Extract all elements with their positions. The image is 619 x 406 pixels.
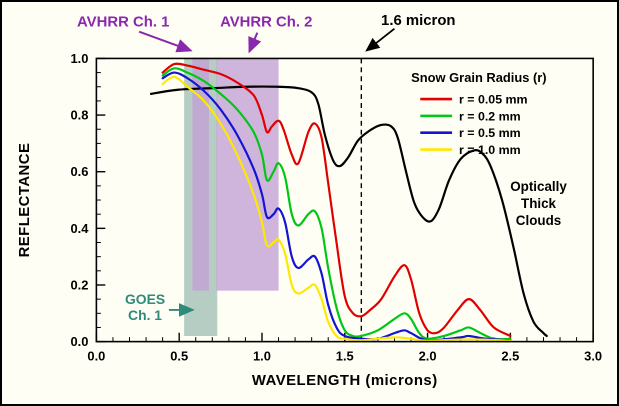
- micron-16-arrow: [365, 28, 395, 52]
- x-tick-label: 1.5: [336, 348, 354, 363]
- avhrr-ch2-arrow: [248, 32, 262, 54]
- x-tick-label: 2.5: [501, 348, 519, 363]
- svg-text:Ch. 1: Ch. 1: [128, 307, 162, 323]
- svg-text:Thick: Thick: [521, 196, 557, 211]
- y-tick-label: 0.4: [71, 221, 90, 236]
- svg-text:Clouds: Clouds: [516, 213, 561, 228]
- legend-entry-label: r = 0.5 mm: [459, 126, 521, 140]
- svg-text:Optically: Optically: [510, 179, 567, 194]
- avhrr-ch1-band: [192, 58, 209, 291]
- legend-entry-label: r = 0.05 mm: [459, 93, 528, 107]
- svg-text:GOES: GOES: [125, 291, 165, 307]
- data-curves: [149, 62, 548, 342]
- curve-r-0-2-mm: [161, 67, 512, 341]
- curve-r-1-0-mm: [161, 75, 512, 342]
- legend: Snow Grain Radius (r) r = 0.05 mm r = 0.2…: [411, 70, 546, 157]
- y-tick-label: 0.2: [71, 277, 89, 292]
- x-axis-title: WAVELENGTH (microns): [252, 373, 438, 389]
- curve-r-0-5-mm: [161, 71, 512, 342]
- avhrr-ch1-label: AVHRR Ch. 1: [77, 15, 169, 31]
- avhrr-ch2-label: AVHRR Ch. 2: [220, 15, 312, 31]
- y-tick-label: 0.0: [71, 334, 89, 349]
- spectral-bands: [184, 58, 279, 336]
- legend-entries: r = 0.05 mm r = 0.2 mm r = 0.5 mm r = 1.0 m…: [420, 93, 528, 157]
- goes-ch1-label: GOES Ch. 1: [125, 291, 165, 323]
- y-tick-label: 1.0: [71, 51, 89, 66]
- legend-title: Snow Grain Radius (r): [411, 70, 546, 85]
- legend-entry-label: r = 0.2 mm: [459, 109, 521, 123]
- x-tick-label: 0.0: [87, 348, 105, 363]
- avhrr-ch1-arrow: [138, 30, 193, 53]
- plot-frame: [95, 57, 594, 343]
- curve-optically-thick-clouds: [149, 85, 548, 338]
- x-tick-label: 1.0: [253, 348, 271, 363]
- y-axis-title: REFLECTANCE: [17, 143, 33, 258]
- clouds-label: Optically Thick Clouds: [510, 179, 567, 228]
- avhrr-ch2-band: [216, 58, 279, 291]
- curve-r-0-05-mm: [161, 62, 512, 338]
- y-tick-label: 0.6: [71, 164, 89, 179]
- x-tick-label: 0.5: [170, 348, 188, 363]
- x-tick-label: 2.0: [419, 348, 437, 363]
- y-tick-label: 0.8: [71, 108, 89, 123]
- legend-entry-label: r = 1.0 mm: [459, 143, 521, 157]
- micron-16-label: 1.6 micron: [381, 13, 455, 29]
- x-tick-label: 3.0: [584, 348, 602, 363]
